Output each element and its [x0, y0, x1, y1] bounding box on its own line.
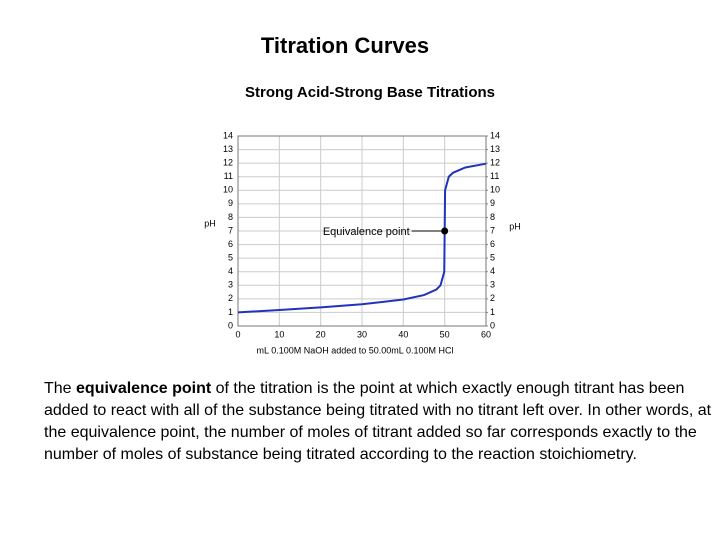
y2-tick-label: 14: [490, 130, 500, 140]
x-tick-label: 30: [357, 329, 367, 339]
x-tick-label: 0: [235, 329, 240, 339]
y-tick-label: 10: [223, 185, 233, 195]
y-axis-label: pH: [204, 218, 216, 228]
y-tick-label: 3: [228, 280, 233, 290]
paragraph: The equivalence point of the titration i…: [44, 378, 724, 466]
paragraph-text: The: [44, 380, 72, 397]
chart: Titration Curves Strong Acid-Strong Base…: [204, 33, 521, 356]
x-tick-label: 10: [274, 329, 284, 339]
y-tick-label: 2: [228, 293, 233, 303]
y2-tick-label: 2: [490, 293, 495, 303]
y2-tick-label: 12: [490, 158, 500, 168]
y2-tick-label: 7: [490, 225, 495, 235]
equivalence-point: [441, 227, 449, 235]
y2-axis-label: pH: [509, 221, 521, 231]
x-tick-label: 60: [481, 329, 491, 339]
y-tick-label: 7: [228, 225, 233, 235]
paragraph-text: of the titration is the point at which e…: [44, 380, 712, 463]
x-axis-label: mL 0.100M NaOH added to 50.00mL 0.100M H…: [257, 345, 454, 355]
x-tick-label: 40: [398, 329, 408, 339]
y2-tick-label: 11: [490, 171, 499, 181]
y2-tick-label: 9: [490, 198, 495, 208]
y-tick-label: 9: [228, 198, 233, 208]
y2-tick-label: 10: [490, 185, 500, 195]
y2-tick-label: 3: [490, 280, 495, 290]
y2-tick-label: 0: [490, 320, 495, 330]
plot-frame: [237, 135, 487, 327]
y-tick-label: 14: [223, 130, 233, 140]
y2-tick-label: 5: [490, 253, 495, 263]
y2-tick-label: 1: [490, 307, 495, 317]
y-tick-label: 8: [228, 212, 233, 222]
y-tick-label: 4: [228, 266, 233, 276]
y-tick-label: 6: [228, 239, 233, 249]
y-tick-label: 5: [228, 253, 233, 263]
paragraph-bold: equivalence point: [76, 380, 212, 397]
titration-curve: [237, 162, 487, 314]
y2-tick-label: 6: [490, 239, 495, 249]
y-tick-label: 12: [223, 158, 233, 168]
chart-title: Titration Curves: [261, 33, 429, 58]
y2-tick-label: 4: [490, 266, 495, 276]
chart-subtitle: Strong Acid-Strong Base Titrations: [245, 84, 495, 101]
y-tick-label: 0: [228, 320, 233, 330]
x-tick-label: 20: [316, 329, 326, 339]
y-tick-label: 11: [224, 171, 233, 181]
y2-tick-label: 13: [490, 144, 500, 154]
y2-tick-label: 8: [490, 212, 495, 222]
x-tick-label: 50: [440, 329, 450, 339]
y-tick-label: 1: [228, 307, 233, 317]
annotation-label: Equivalence point: [323, 226, 410, 238]
y-tick-label: 13: [223, 144, 233, 154]
